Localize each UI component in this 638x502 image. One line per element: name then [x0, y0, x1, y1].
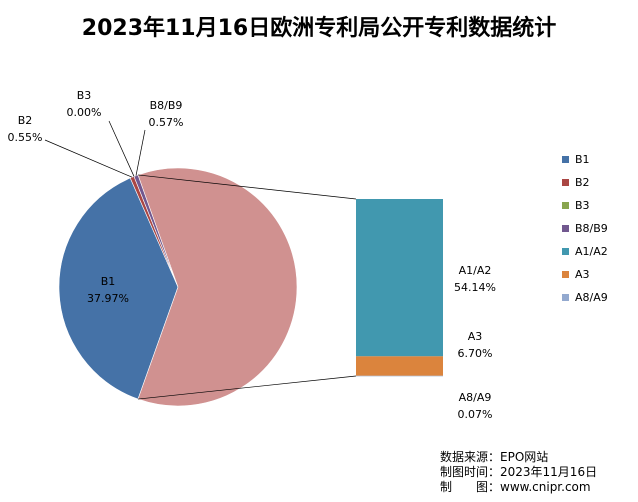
- data-label-value-b3: 0.00%: [67, 106, 102, 119]
- legend-swatch: [562, 202, 569, 209]
- legend-item-a8-a9: A8/A9: [562, 286, 608, 309]
- legend-label: B3: [575, 199, 590, 212]
- data-label-value-a1-a2: 54.14%: [454, 281, 496, 294]
- data-label-name-b3: B3: [77, 89, 92, 102]
- legend-swatch: [562, 271, 569, 278]
- legend-item-a3: A3: [562, 263, 608, 286]
- bar-segment-a3: [356, 356, 443, 375]
- source-block: 数据来源：EPO网站 制图时间：2023年11月16日 制 图：www.cnip…: [440, 450, 597, 495]
- made-by-line: 制 图：www.cnipr.com: [440, 480, 597, 495]
- legend-swatch: [562, 248, 569, 255]
- bar-segment-a8-a9: [356, 376, 443, 377]
- data-label-value-b8-b9: 0.57%: [149, 116, 184, 129]
- data-label-name-a3: A3: [468, 330, 483, 343]
- source-line: 数据来源：EPO网站: [440, 450, 597, 465]
- bar-segment-a1-a2: [356, 199, 443, 356]
- data-label-name-b2: B2: [18, 114, 33, 127]
- data-label-name-b1: B1: [101, 275, 116, 288]
- legend-item-b3: B3: [562, 194, 608, 217]
- legend-swatch: [562, 179, 569, 186]
- legend-swatch: [562, 294, 569, 301]
- legend-label: B2: [575, 176, 590, 189]
- legend-item-b2: B2: [562, 171, 608, 194]
- legend-label: A3: [575, 268, 590, 281]
- leader-line-b3: [109, 121, 134, 176]
- data-label-name-a8-a9: A8/A9: [459, 391, 492, 404]
- legend: B1 B2 B3 B8/B9 A1/A2 A3 A8/A9: [562, 148, 608, 309]
- breakout-bar: [356, 199, 443, 376]
- leader-line-b2: [45, 140, 132, 177]
- made-date-line: 制图时间：2023年11月16日: [440, 465, 597, 480]
- legend-label: B1: [575, 153, 590, 166]
- legend-label: A8/A9: [575, 291, 608, 304]
- legend-label: B8/B9: [575, 222, 608, 235]
- data-label-value-a3: 6.70%: [458, 347, 493, 360]
- leader-line-b8-b9: [136, 130, 145, 176]
- data-label-value-a8-a9: 0.07%: [458, 408, 493, 421]
- data-label-name-b8-b9: B8/B9: [150, 99, 183, 112]
- legend-label: A1/A2: [575, 245, 608, 258]
- data-label-value-b1: 37.97%: [87, 292, 129, 305]
- main-pie: [59, 168, 297, 406]
- legend-swatch: [562, 225, 569, 232]
- legend-item-b8-b9: B8/B9: [562, 217, 608, 240]
- legend-item-b1: B1: [562, 148, 608, 171]
- data-label-value-b2: 0.55%: [8, 131, 43, 144]
- legend-swatch: [562, 156, 569, 163]
- data-label-name-a1-a2: A1/A2: [459, 264, 492, 277]
- legend-item-a1-a2: A1/A2: [562, 240, 608, 263]
